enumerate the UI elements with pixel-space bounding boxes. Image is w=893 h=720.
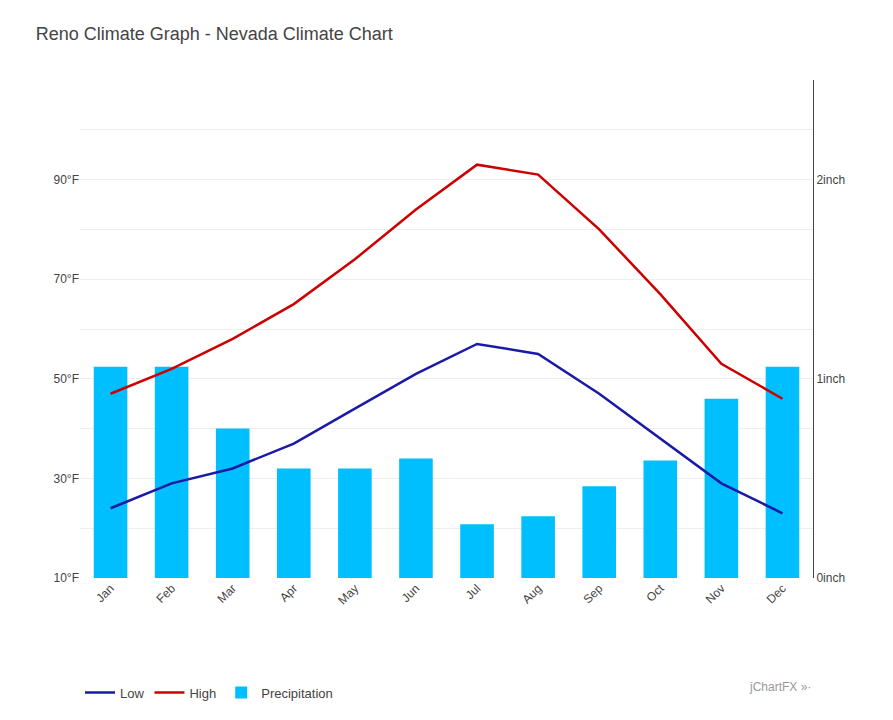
svg-text:90°F: 90°F (54, 173, 79, 187)
svg-text:2inch: 2inch (816, 173, 845, 187)
svg-text:70°F: 70°F (54, 272, 79, 286)
svg-text:High: High (189, 686, 216, 701)
svg-text:Dec: Dec (764, 581, 789, 606)
svg-text:10°F: 10°F (54, 571, 79, 585)
svg-text:0inch: 0inch (816, 571, 845, 585)
svg-text:Jan: Jan (93, 581, 117, 605)
svg-text:Apr: Apr (277, 581, 300, 604)
svg-text:30°F: 30°F (54, 472, 79, 486)
svg-text:Jul: Jul (463, 581, 484, 602)
svg-text:50°F: 50°F (54, 372, 79, 386)
svg-text:May: May (335, 581, 361, 607)
svg-text:Reno Climate Graph - Nevada Cl: Reno Climate Graph - Nevada Climate Char… (36, 24, 393, 44)
svg-text:Sep: Sep (581, 581, 606, 606)
svg-text:Low: Low (120, 686, 144, 701)
svg-text:Mar: Mar (215, 581, 240, 606)
svg-text:Feb: Feb (153, 581, 178, 606)
svg-text:jChartFX »·: jChartFX »· (749, 680, 811, 694)
svg-text:Aug: Aug (519, 581, 544, 606)
svg-text:Nov: Nov (703, 581, 728, 606)
svg-text:1inch: 1inch (816, 372, 845, 386)
svg-text:Jun: Jun (399, 581, 423, 605)
svg-text:Oct: Oct (644, 581, 668, 605)
svg-text:Precipitation: Precipitation (261, 686, 333, 701)
